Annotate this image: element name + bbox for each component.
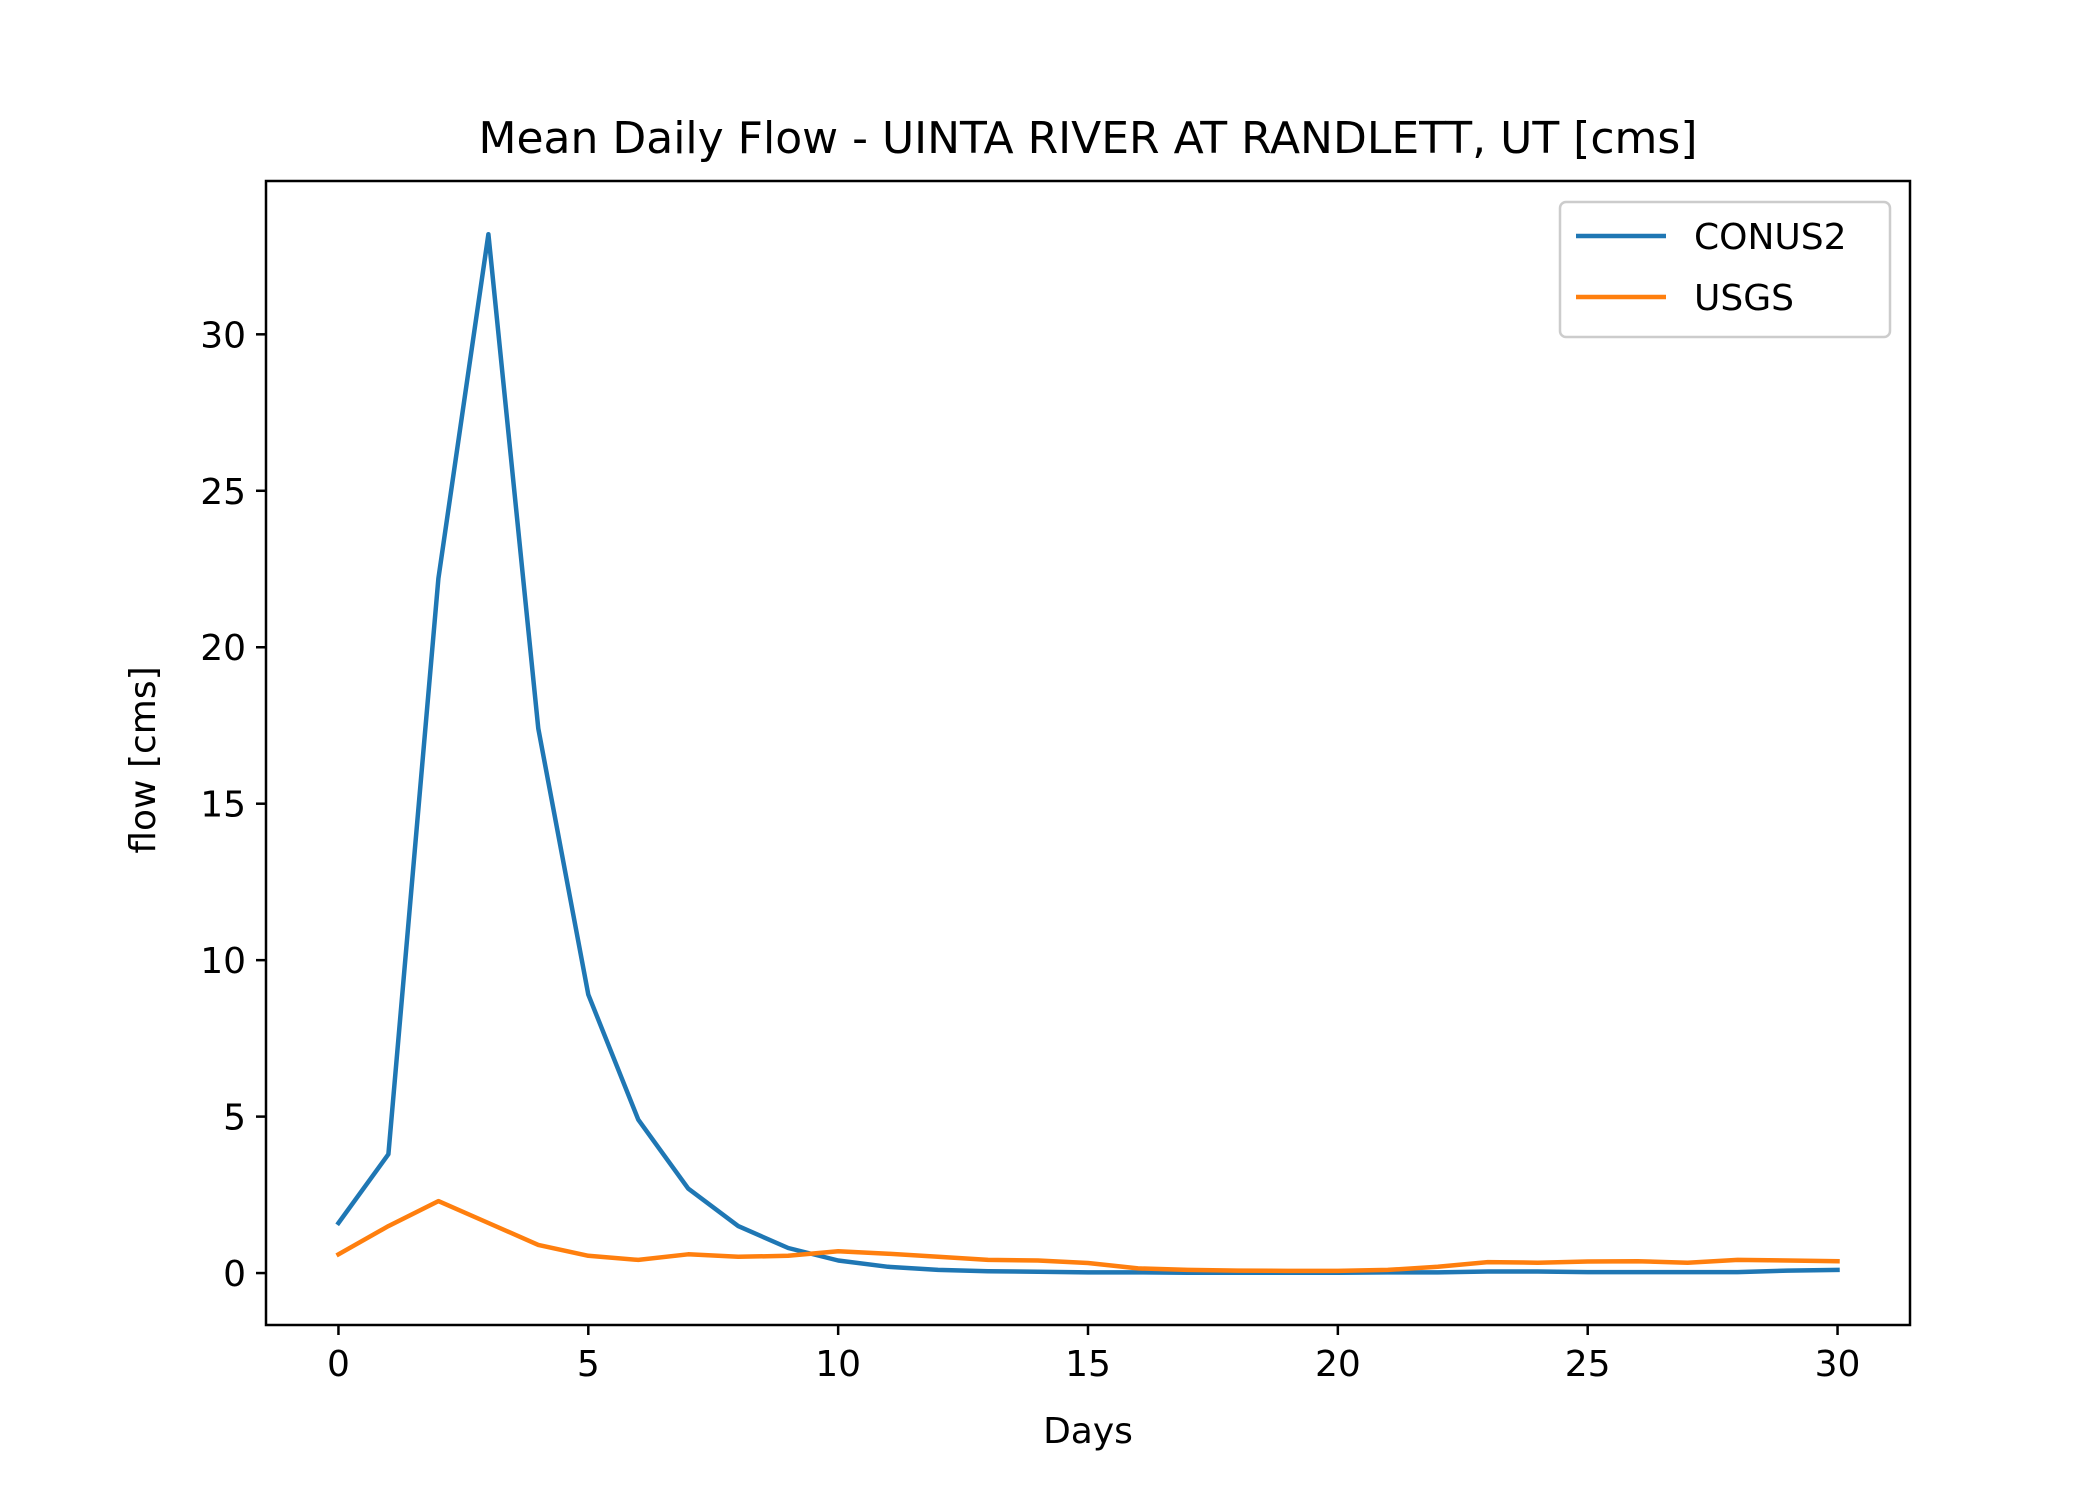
- legend-label-conus2: CONUS2: [1694, 217, 1847, 258]
- legend-label-usgs: USGS: [1694, 278, 1794, 319]
- x-axis-ticks: 0 5 10 15 20 25 30: [327, 1325, 1860, 1385]
- y-tick-label: 20: [200, 628, 246, 669]
- y-axis-label: flow [cms]: [123, 666, 164, 853]
- y-tick-label: 15: [200, 785, 246, 826]
- x-tick-label: 30: [1815, 1344, 1861, 1385]
- x-tick-label: 15: [1065, 1344, 1111, 1385]
- y-tick-label: 25: [200, 472, 246, 513]
- x-tick-label: 5: [577, 1344, 600, 1385]
- legend: CONUS2 USGS: [1558, 200, 1892, 339]
- series-layer: [335, 231, 1840, 1275]
- x-tick-label: 0: [327, 1344, 350, 1385]
- y-axis-ticks: 0 5 10 15 20 25 30: [200, 315, 266, 1295]
- series-line-conus2: [335, 231, 1840, 1275]
- y-tick-label: 10: [200, 941, 246, 982]
- x-tick-label: 20: [1315, 1344, 1361, 1385]
- y-tick-label: 0: [223, 1254, 246, 1295]
- plot-area-frame: [264, 179, 1912, 1327]
- y-tick-label: 5: [223, 1098, 246, 1139]
- series-line-usgs: [335, 1198, 1840, 1274]
- x-tick-label: 25: [1565, 1344, 1611, 1385]
- chart-title: Mean Daily Flow - UINTA RIVER AT RANDLET…: [478, 113, 1697, 164]
- y-tick-label: 30: [200, 315, 246, 356]
- x-tick-label: 10: [815, 1344, 861, 1385]
- x-axis-label: Days: [1043, 1411, 1133, 1452]
